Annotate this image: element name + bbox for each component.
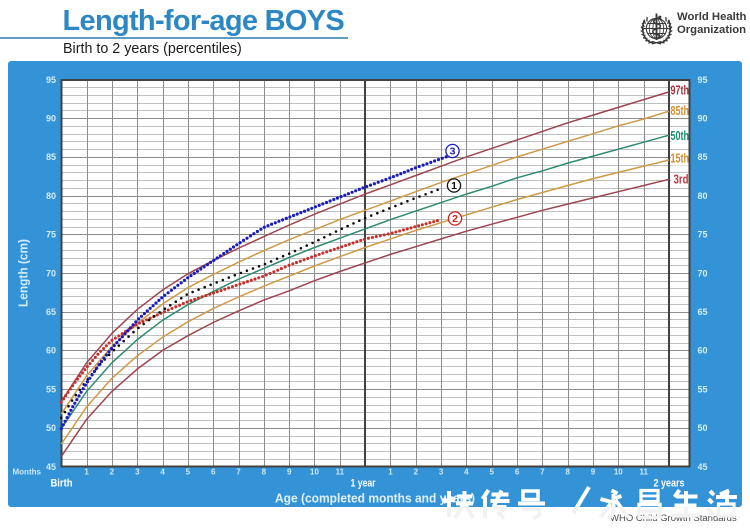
svg-text:3: 3 [439, 468, 444, 477]
svg-text:85: 85 [46, 152, 56, 162]
svg-text:75: 75 [46, 230, 56, 240]
svg-text:Age (completed months and year: Age (completed months and years) [275, 491, 475, 506]
svg-text:2: 2 [110, 468, 115, 477]
svg-text:6: 6 [211, 468, 216, 477]
svg-text:80: 80 [46, 191, 56, 201]
svg-text:11: 11 [639, 468, 648, 477]
svg-text:70: 70 [698, 268, 708, 278]
svg-text:2: 2 [414, 468, 419, 477]
svg-text:9: 9 [287, 468, 292, 477]
svg-text:Birth: Birth [51, 478, 73, 490]
svg-text:7: 7 [236, 468, 241, 477]
svg-text:95: 95 [698, 75, 708, 85]
svg-text:4: 4 [160, 468, 165, 477]
svg-text:60: 60 [698, 346, 708, 356]
svg-text:1: 1 [388, 468, 393, 477]
svg-text:85: 85 [698, 152, 708, 162]
svg-text:60: 60 [46, 346, 56, 356]
svg-text:65: 65 [698, 307, 708, 317]
svg-text:5: 5 [489, 468, 494, 477]
svg-text:1: 1 [451, 180, 457, 192]
svg-text:1 year: 1 year [351, 478, 377, 490]
svg-text:WHO Child Growth Standards: WHO Child Growth Standards [610, 513, 737, 524]
svg-text:70: 70 [46, 268, 56, 278]
svg-text:2 years: 2 years [654, 478, 685, 490]
svg-text:1: 1 [84, 468, 89, 477]
svg-text:50th: 50th [671, 129, 690, 143]
svg-text:7: 7 [540, 468, 545, 477]
svg-text:45: 45 [46, 462, 56, 472]
svg-text:3: 3 [450, 146, 456, 158]
svg-text:8: 8 [262, 468, 267, 477]
svg-text:3: 3 [135, 468, 140, 477]
svg-text:Months: Months [13, 468, 42, 477]
svg-text:Length (cm): Length (cm) [16, 239, 31, 307]
svg-text:75: 75 [698, 230, 708, 240]
svg-text:65: 65 [46, 307, 56, 317]
svg-text:80: 80 [698, 191, 708, 201]
svg-text:50: 50 [46, 423, 56, 433]
svg-text:45: 45 [698, 462, 708, 472]
svg-text:4: 4 [464, 468, 469, 477]
svg-text:5: 5 [186, 468, 191, 477]
svg-text:95: 95 [46, 75, 56, 85]
svg-text:2: 2 [452, 213, 458, 225]
svg-text:10: 10 [310, 468, 319, 477]
svg-text:10: 10 [614, 468, 623, 477]
svg-text:15th: 15th [671, 152, 690, 166]
svg-text:55: 55 [46, 384, 56, 394]
svg-text:97th: 97th [671, 84, 690, 98]
svg-text:9: 9 [591, 468, 596, 477]
svg-text:55: 55 [698, 384, 708, 394]
svg-text:85th: 85th [671, 104, 690, 118]
svg-text:90: 90 [46, 114, 56, 124]
svg-text:8: 8 [565, 468, 570, 477]
svg-text:11: 11 [336, 468, 345, 477]
svg-text:90: 90 [698, 114, 708, 124]
svg-text:50: 50 [698, 423, 708, 433]
svg-text:6: 6 [515, 468, 520, 477]
svg-text:3rd: 3rd [674, 173, 689, 187]
